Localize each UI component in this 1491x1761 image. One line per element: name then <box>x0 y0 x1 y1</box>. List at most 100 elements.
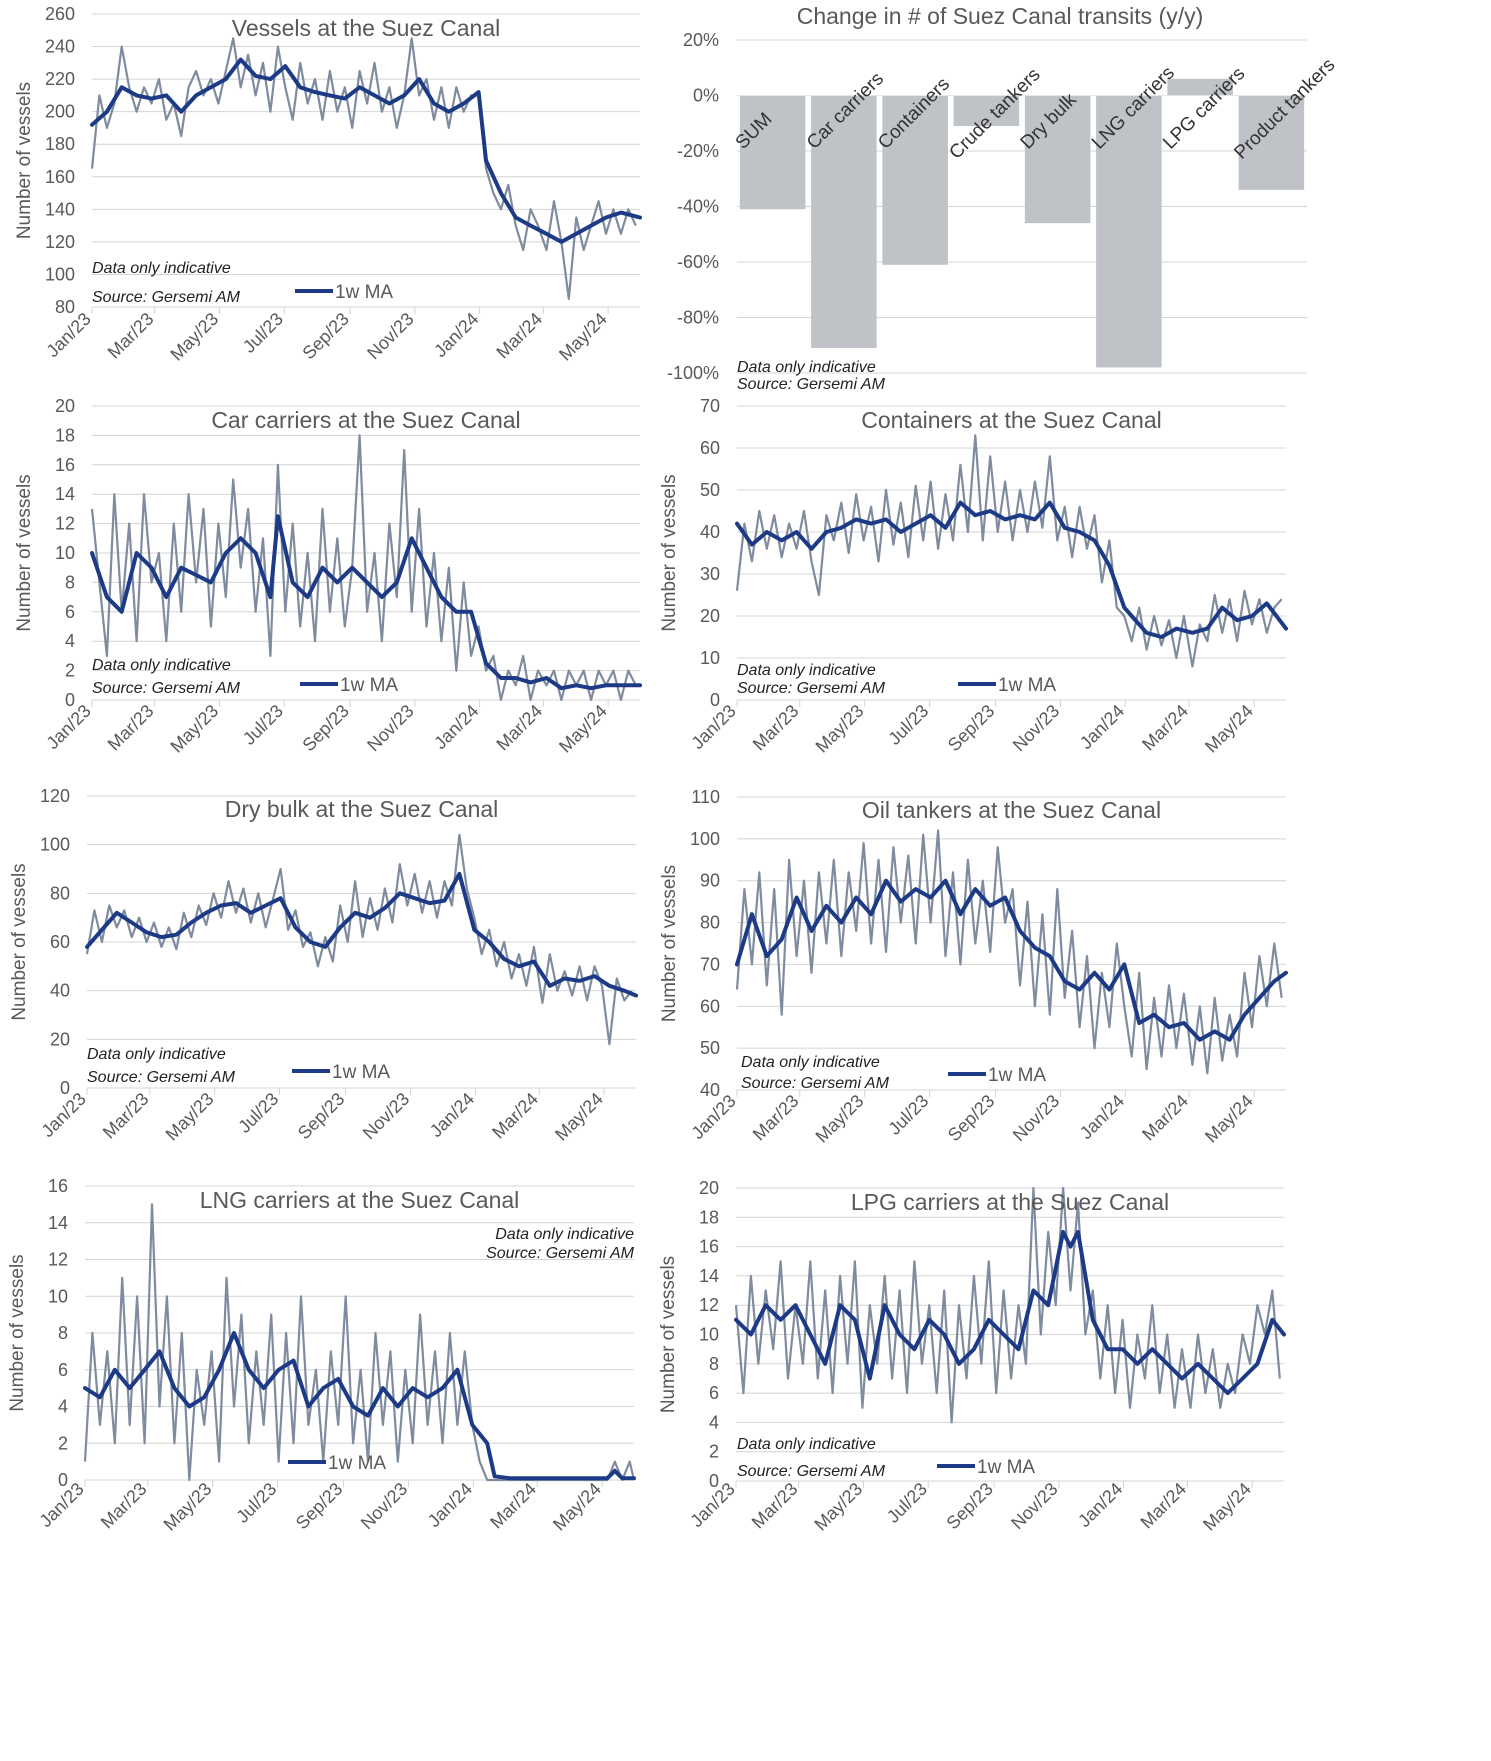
moving-average-series-line <box>735 500 1288 639</box>
y-tick-label: -40% <box>677 197 719 217</box>
raw-daily-series-line <box>735 829 1283 1075</box>
x-tick-label: Mar/23 <box>748 1479 802 1533</box>
x-tick-label: Mar/24 <box>486 1479 540 1533</box>
x-tick-label: Nov/23 <box>1009 701 1063 755</box>
y-tick-label: 4 <box>58 1397 68 1417</box>
raw-daily-series-line <box>90 434 637 702</box>
y-tick-label: 70 <box>700 396 720 416</box>
x-tick-label: Nov/23 <box>363 701 417 755</box>
chart-title: Vessels at the Suez Canal <box>232 15 501 41</box>
note-source: Source: Gersemi AM <box>87 1069 236 1086</box>
y-tick-label: 2 <box>709 1442 719 1462</box>
x-tick-label: May/24 <box>1201 1091 1257 1147</box>
x-tick-label: Nov/23 <box>363 309 417 363</box>
note-source: Source: Gersemi AM <box>92 680 241 697</box>
y-tick-label: 20 <box>55 396 75 416</box>
y-tick-label: 16 <box>55 455 75 475</box>
bar-crude-tankers <box>953 95 1020 127</box>
x-tick-label: May/23 <box>162 1089 218 1145</box>
x-tick-label: May/23 <box>812 701 868 757</box>
bar-dry-bulk <box>1024 95 1091 224</box>
y-tick-label: 8 <box>58 1323 68 1343</box>
x-tick-label: Jan/24 <box>1076 1091 1128 1143</box>
y-tick-label: 10 <box>55 543 75 563</box>
x-tick-label: Mar/23 <box>97 1479 151 1533</box>
moving-average-series-line <box>85 871 638 998</box>
chart-title: Car carriers at the Suez Canal <box>211 407 520 433</box>
y-tick-label: 6 <box>58 1360 68 1380</box>
y-tick-label: 6 <box>65 602 75 622</box>
x-tick-label: Jul/23 <box>239 701 287 749</box>
x-tick-label: Jul/23 <box>883 1479 931 1527</box>
y-tick-label: 40 <box>700 522 720 542</box>
x-tick-label: May/23 <box>160 1479 216 1535</box>
x-tick-label: Jul/23 <box>239 309 287 357</box>
y-tick-label: -20% <box>677 141 719 161</box>
chart-title: Dry bulk at the Suez Canal <box>225 796 499 822</box>
x-tick-label: Nov/23 <box>357 1479 411 1533</box>
legend-label-ma: 1w MA <box>332 1062 390 1083</box>
y-tick-label: 2 <box>58 1433 68 1453</box>
x-tick-label: May/23 <box>812 1091 868 1147</box>
y-tick-label: 20 <box>700 606 720 626</box>
y-tick-label: 120 <box>45 232 75 252</box>
y-tick-label: 16 <box>48 1176 68 1196</box>
x-tick-label: Mar/23 <box>749 701 803 755</box>
x-tick-label: May/24 <box>549 1479 605 1535</box>
y-tick-label: 60 <box>700 438 720 458</box>
note-source: Source: Gersemi AM <box>737 376 886 393</box>
y-tick-label: 40 <box>50 981 70 1001</box>
y-tick-label: 80 <box>700 913 720 933</box>
x-tick-label: Mar/24 <box>492 701 546 755</box>
y-tick-label: 200 <box>45 102 75 122</box>
x-tick-label: Mar/24 <box>1138 701 1192 755</box>
y-tick-label: 16 <box>699 1237 719 1257</box>
x-tick-label: Nov/23 <box>359 1089 413 1143</box>
x-tick-label: Sep/23 <box>298 309 352 363</box>
y-axis-label: Number of vessels <box>658 1256 679 1413</box>
x-tick-label: Sep/23 <box>942 1479 996 1533</box>
y-tick-label: 110 <box>691 787 720 807</box>
legend-label-ma: 1w MA <box>335 282 393 303</box>
x-tick-label: Sep/23 <box>944 701 998 755</box>
x-tick-label: Mar/24 <box>492 309 546 363</box>
y-tick-label: 0 <box>65 690 75 710</box>
x-tick-label: May/23 <box>810 1479 866 1535</box>
y-tick-label: 4 <box>709 1412 719 1432</box>
bar-sum <box>739 95 806 210</box>
x-tick-label: Mar/23 <box>104 309 158 363</box>
y-tick-label: 12 <box>48 1250 68 1270</box>
y-tick-label: 0% <box>693 86 719 106</box>
y-tick-label: 10 <box>48 1286 68 1306</box>
y-axis-label: Number of vessels <box>14 82 35 239</box>
moving-average-series-line <box>735 878 1288 1042</box>
note-indicative: Data only indicative <box>92 260 231 277</box>
x-tick-label: Jan/24 <box>430 309 482 361</box>
y-tick-label: 0 <box>60 1078 70 1098</box>
x-tick-label: Nov/23 <box>1009 1091 1063 1145</box>
x-tick-label: Mar/24 <box>1138 1091 1192 1145</box>
note-indicative: Data only indicative <box>737 662 876 679</box>
y-tick-label: 90 <box>700 871 720 891</box>
y-tick-label: 80 <box>55 297 75 317</box>
y-tick-label: 40 <box>700 1080 720 1100</box>
note-indicative: Data only indicative <box>495 1226 634 1243</box>
y-tick-label: 60 <box>700 996 720 1016</box>
note-source: Source: Gersemi AM <box>92 289 241 306</box>
note-indicative: Data only indicative <box>737 359 876 376</box>
chart-title: LPG carriers at the Suez Canal <box>851 1189 1169 1215</box>
y-tick-label: 100 <box>690 829 720 849</box>
chart-title: Containers at the Suez Canal <box>861 407 1161 433</box>
x-tick-label: Mar/23 <box>749 1091 803 1145</box>
y-tick-label: 60 <box>50 932 70 952</box>
y-tick-label: 18 <box>55 425 75 445</box>
x-tick-label: Jan/24 <box>426 1089 478 1141</box>
note-indicative: Data only indicative <box>87 1046 226 1063</box>
legend-label-ma: 1w MA <box>998 675 1056 696</box>
legend-label-ma: 1w MA <box>988 1065 1046 1086</box>
raw-daily-series-line <box>83 1203 636 1482</box>
